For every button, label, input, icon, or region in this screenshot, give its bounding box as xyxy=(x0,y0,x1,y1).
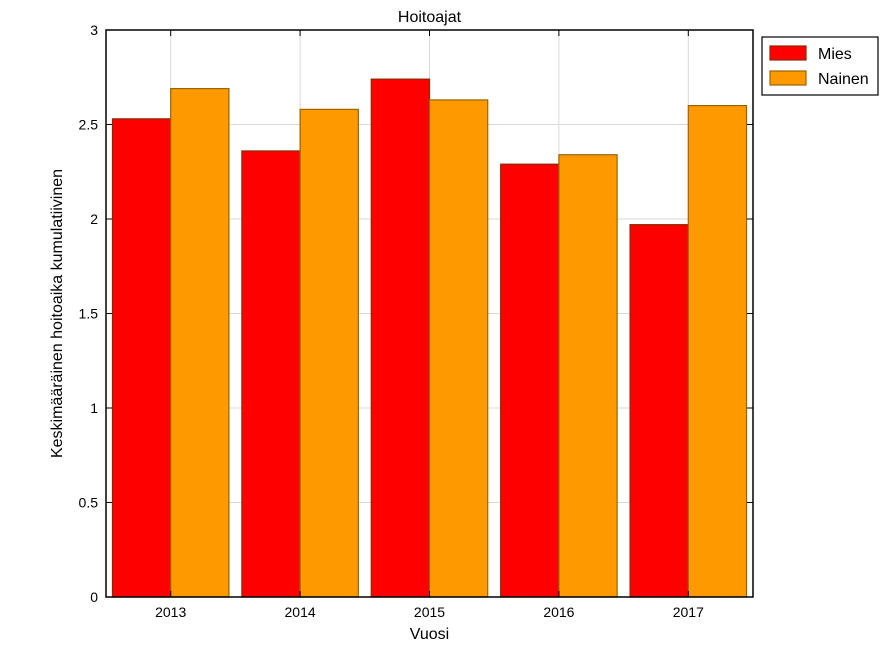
legend: Mies Nainen xyxy=(761,36,879,96)
bar-nainen-2016 xyxy=(558,154,618,598)
bar-nainen-2015 xyxy=(428,99,489,598)
y-tick-label: 0 xyxy=(90,589,98,605)
legend-swatch-mies xyxy=(769,45,807,61)
y-tick-label: 1.5 xyxy=(79,306,99,322)
axis-ticks: 0 0.5 1 1.5 2 2.5 3 2013 2014 2015 2016 2017 xyxy=(79,22,753,620)
bars xyxy=(111,78,748,598)
bar-mies-2014 xyxy=(241,150,301,598)
x-axis-label: Vuosi xyxy=(410,626,449,643)
bar-nainen-2014 xyxy=(299,108,359,598)
bar-mies-2015 xyxy=(370,78,431,598)
x-tick-label: 2015 xyxy=(414,604,445,620)
x-tick-label: 2013 xyxy=(155,604,186,620)
y-axis-label: Keskimääräinen hoitoaika kumulatiivinen xyxy=(49,169,66,458)
x-tick-label: 2016 xyxy=(543,604,574,620)
y-tick-label: 3 xyxy=(90,22,98,38)
bar-nainen-2013 xyxy=(170,87,230,598)
x-tick-label: 2014 xyxy=(285,604,316,620)
y-tick-label: 1 xyxy=(90,400,98,416)
legend-label-mies: Mies xyxy=(818,46,852,63)
chart-title: Hoitoajat xyxy=(398,9,462,26)
y-tick-label: 0.5 xyxy=(79,495,99,511)
legend-label-nainen: Nainen xyxy=(818,71,869,88)
bar-mies-2016 xyxy=(500,163,560,598)
y-tick-label: 2 xyxy=(90,211,98,227)
legend-swatch-nainen xyxy=(769,70,807,86)
bar-nainen-2017 xyxy=(687,104,748,598)
x-tick-label: 2017 xyxy=(673,604,704,620)
y-tick-label: 2.5 xyxy=(79,117,99,133)
bar-mies-2013 xyxy=(111,118,172,598)
bar-mies-2017 xyxy=(629,224,689,598)
